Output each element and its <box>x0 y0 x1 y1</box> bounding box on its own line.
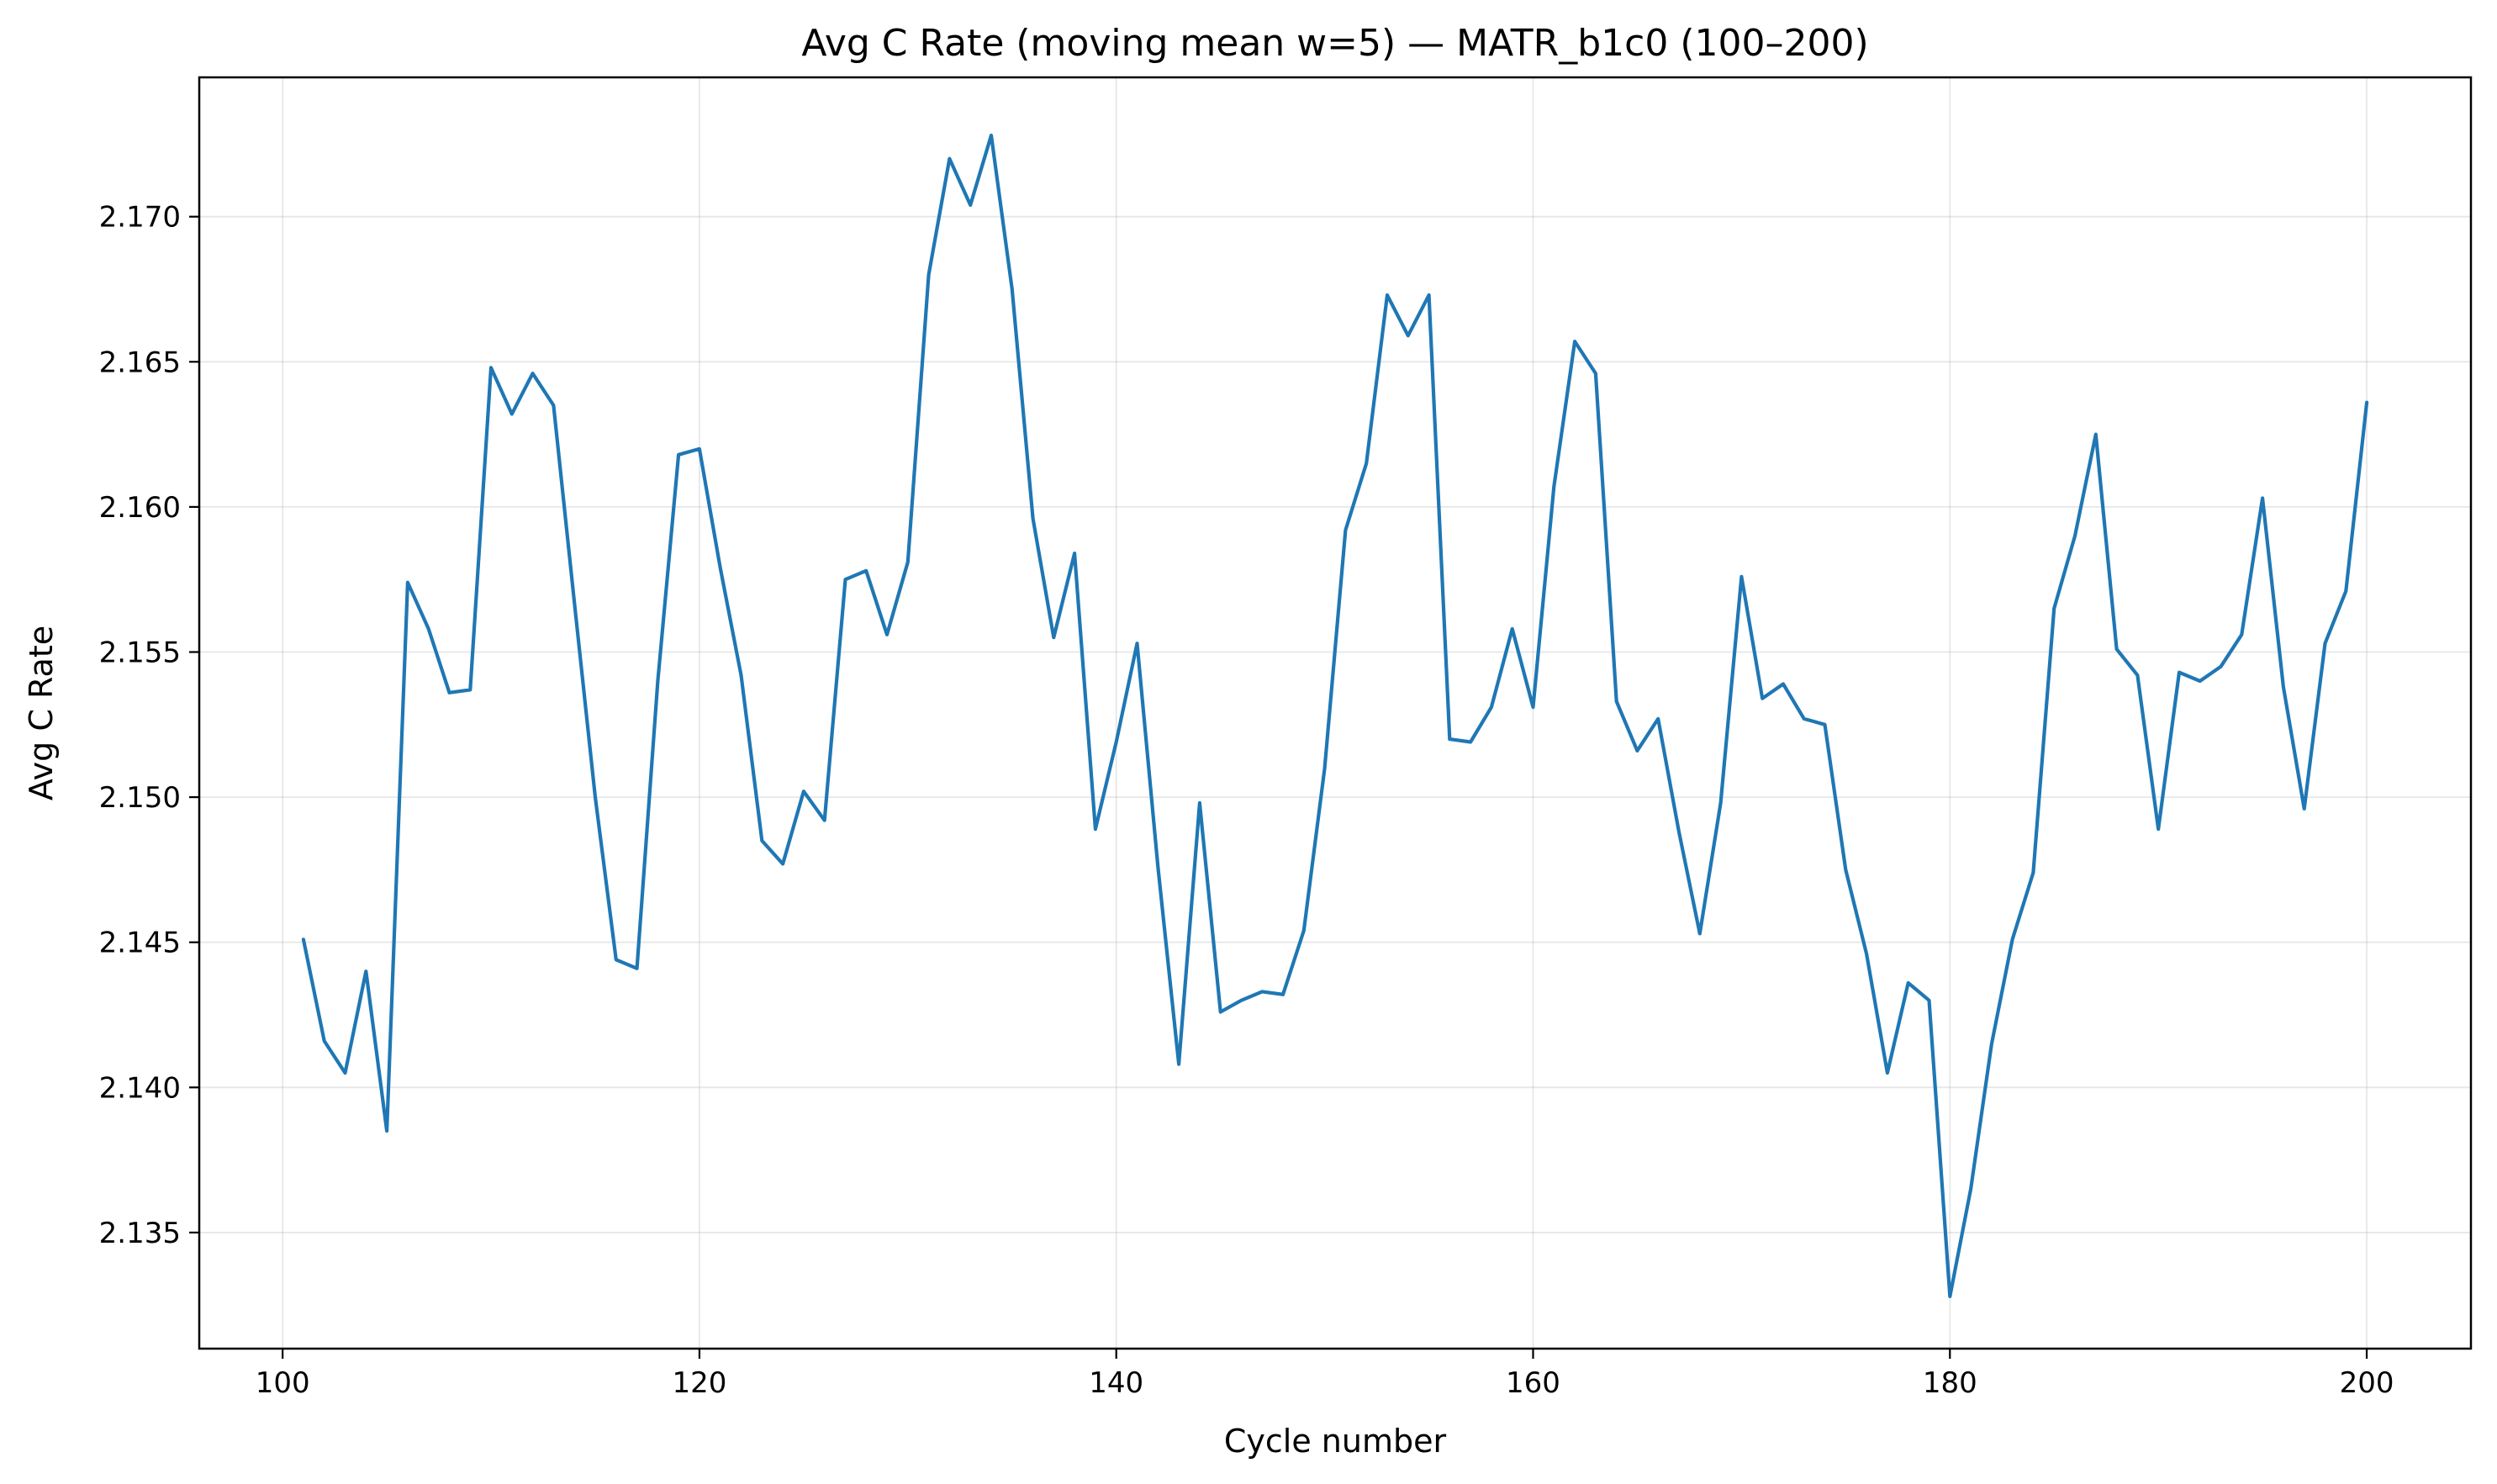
y-axis: 2.135 2.140 2.145 2.150 2.155 2.160 2.165 2.170 <box>99 201 199 1250</box>
x-axis-label: Cycle number <box>1224 1423 1447 1460</box>
x-axis: 100 120 140 160 180 200 <box>256 1349 2394 1400</box>
chart-title: Avg C Rate (moving mean w=5) — MATR_b1c0… <box>801 22 1868 65</box>
y-tick-label: 2.145 <box>99 927 181 960</box>
y-tick-label: 2.135 <box>99 1217 181 1250</box>
series-line <box>301 133 2369 1299</box>
x-tick-label: 120 <box>672 1366 726 1400</box>
x-tick-label: 180 <box>1923 1366 1977 1400</box>
y-tick-label: 2.150 <box>99 781 181 815</box>
x-tick-label: 140 <box>1089 1366 1143 1400</box>
y-tick-label: 2.140 <box>99 1071 181 1105</box>
y-axis-label: Avg C Rate <box>23 626 60 800</box>
grid <box>199 77 2471 1349</box>
y-tick-label: 2.170 <box>99 201 181 235</box>
series-layer <box>301 133 2369 1299</box>
x-tick-label: 100 <box>256 1366 310 1400</box>
y-tick-label: 2.165 <box>99 346 181 379</box>
y-tick-label: 2.160 <box>99 491 181 525</box>
x-tick-label: 160 <box>1506 1366 1560 1400</box>
x-tick-label: 200 <box>2340 1366 2394 1400</box>
y-tick-label: 2.155 <box>99 636 181 670</box>
plot-frame <box>198 76 2473 1350</box>
